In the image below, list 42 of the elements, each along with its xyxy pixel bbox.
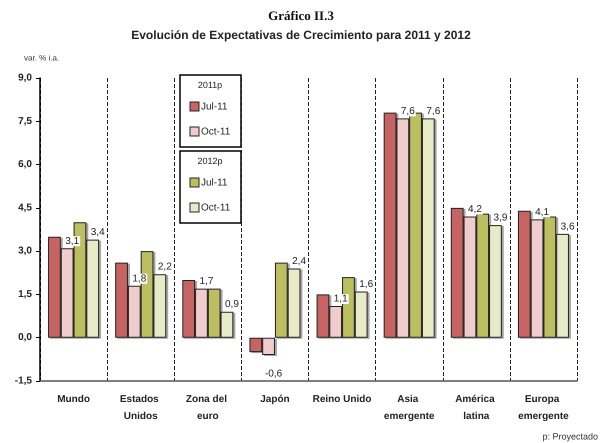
x-tick-label: Estados Unidos xyxy=(120,394,162,422)
legend-label: Jul-11 xyxy=(201,102,228,112)
data-label: 1,8 xyxy=(132,273,147,284)
x-tick-label: Japón xyxy=(260,394,290,405)
data-label: 4,2 xyxy=(468,204,482,216)
legend-label: Jul-11 xyxy=(201,178,228,188)
data-label: 4,1 xyxy=(535,206,550,218)
x-tick-label: América latina xyxy=(455,394,498,422)
legend-label: Oct-11 xyxy=(201,126,231,138)
data-label: 1,6 xyxy=(359,279,374,290)
y-tick-label: -1,5 xyxy=(14,376,32,386)
x-tick-label: Mundo xyxy=(57,394,90,405)
data-label: -0,6 xyxy=(264,368,283,380)
x-tick-label: Asia emergente xyxy=(384,394,435,422)
annotation: 2011p xyxy=(198,80,222,90)
chart-title: Gráfico II.3 xyxy=(268,8,334,23)
y-axis-title: var. % i.a. xyxy=(24,54,60,62)
text: p: Proyectado xyxy=(542,432,598,442)
data-label: 2,4 xyxy=(292,256,306,267)
annotation: 2012p xyxy=(197,156,223,166)
x-tick-label: Reino Unido xyxy=(312,394,372,405)
y-tick-label: 3,0 xyxy=(18,246,32,257)
data-label: 7,6 xyxy=(400,106,416,117)
y-tick-label: 9,0 xyxy=(18,72,32,84)
data-label: 3,1 xyxy=(65,236,80,247)
data-label: 3,4 xyxy=(90,227,106,238)
y-tick-label: 1,5 xyxy=(18,288,32,300)
y-tick-label: 6,0 xyxy=(18,159,32,170)
data-label: 3,6 xyxy=(560,221,575,232)
data-label: 7,6 xyxy=(426,106,441,117)
legend-label: Oct-11 xyxy=(201,202,231,214)
data-label: 1,1 xyxy=(334,293,348,304)
data-label: 3,9 xyxy=(493,212,508,224)
y-tick-label: 0,0 xyxy=(18,332,32,344)
y-tick-label: 7,5 xyxy=(18,116,32,127)
x-tick-label: Zona del euro xyxy=(186,394,230,422)
chart-subtitle: Evolución de Expectativas de Crecimiento para 2011 y 2012 xyxy=(131,28,472,42)
y-tick-label: 4,5 xyxy=(18,202,32,214)
data-label: 0,9 xyxy=(224,299,240,310)
data-label: 1,7 xyxy=(199,276,214,288)
data-label: 2,2 xyxy=(158,262,172,273)
x-tick-label: Europa emergente xyxy=(518,394,570,422)
